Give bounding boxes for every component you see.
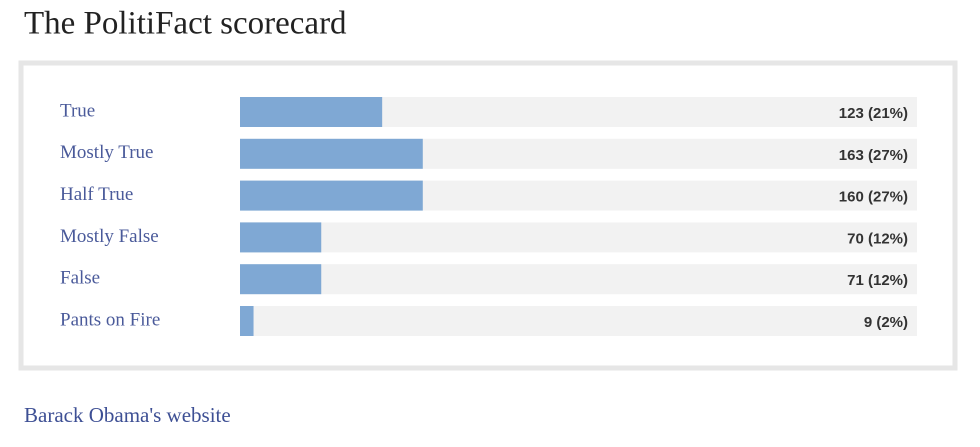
value-label: 70 (12%) bbox=[847, 230, 908, 247]
value-label: 163 (27%) bbox=[839, 147, 908, 164]
category-label: Pants on Fire bbox=[60, 309, 160, 330]
category-label: True bbox=[60, 100, 95, 121]
bar-track bbox=[240, 306, 917, 336]
bar-track bbox=[240, 264, 917, 295]
bar bbox=[240, 222, 322, 253]
value-label: 9 (2%) bbox=[864, 314, 908, 331]
bar bbox=[240, 306, 254, 336]
bar-track bbox=[240, 222, 917, 253]
category-label: Half True bbox=[60, 184, 133, 205]
bar bbox=[240, 264, 322, 295]
bar bbox=[240, 138, 423, 169]
chart-title: The PolitiFact scorecard bbox=[24, 6, 347, 42]
category-label: Mostly True bbox=[60, 142, 153, 163]
website-link[interactable]: Barack Obama's website bbox=[24, 403, 231, 427]
bar bbox=[240, 180, 423, 211]
value-label: 160 (27%) bbox=[839, 189, 908, 206]
category-label: False bbox=[60, 268, 100, 289]
value-label: 123 (21%) bbox=[839, 105, 908, 122]
bar bbox=[240, 97, 383, 127]
category-label: Mostly False bbox=[60, 226, 159, 247]
value-label: 71 (12%) bbox=[847, 272, 908, 289]
